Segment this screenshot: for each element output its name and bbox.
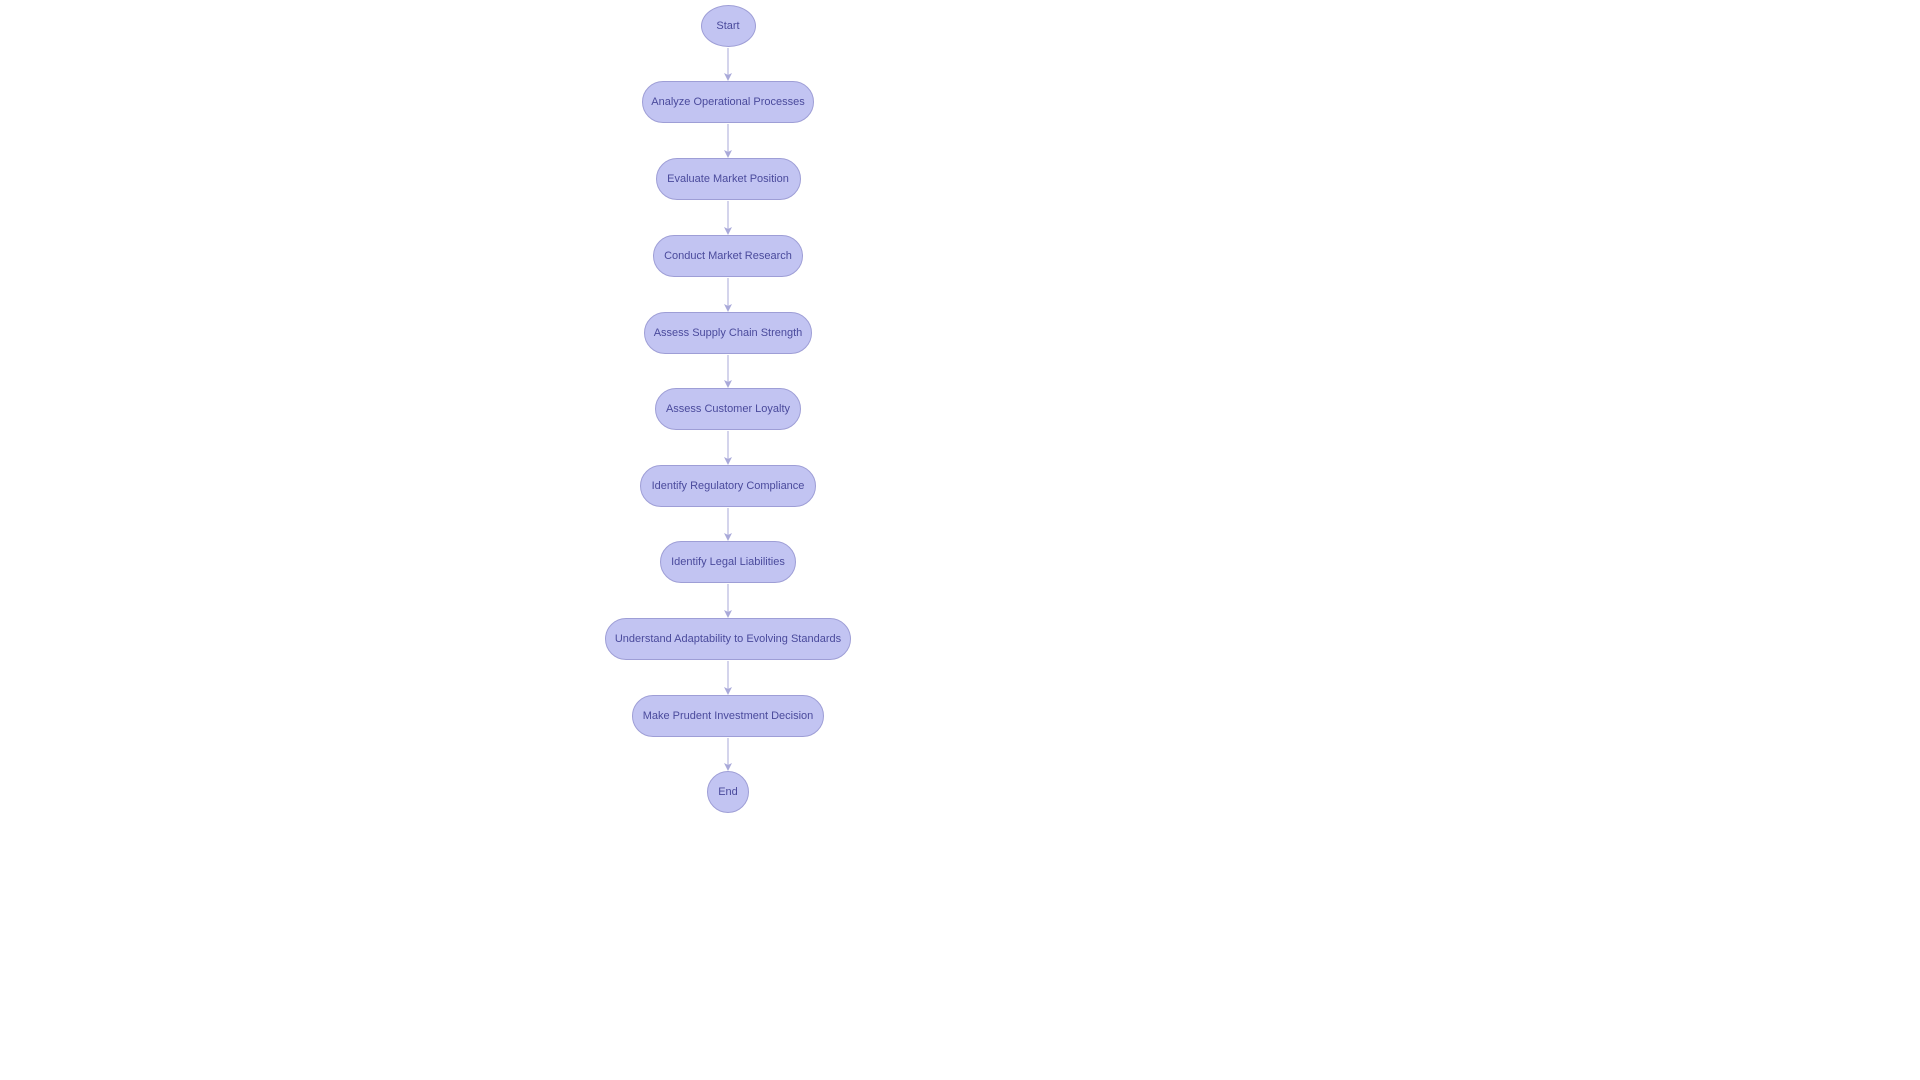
- node-n5: Assess Customer Loyalty: [655, 388, 801, 430]
- node-n4: Assess Supply Chain Strength: [644, 312, 812, 354]
- flowchart-canvas: Start Analyze Operational Processes Evalua…: [0, 0, 1920, 1080]
- node-label: Assess Supply Chain Strength: [654, 327, 803, 339]
- node-label: Identify Legal Liabilities: [671, 556, 785, 568]
- node-label: Understand Adaptability to Evolving Stan…: [615, 633, 841, 645]
- node-n8: Understand Adaptability to Evolving Stan…: [605, 618, 851, 660]
- node-end: End: [707, 771, 749, 813]
- node-n1: Analyze Operational Processes: [642, 81, 814, 123]
- node-label: Identify Regulatory Compliance: [652, 480, 805, 492]
- node-label: Evaluate Market Position: [667, 173, 789, 185]
- node-label: Make Prudent Investment Decision: [643, 710, 814, 722]
- node-n3: Conduct Market Research: [653, 235, 803, 277]
- node-start: Start: [701, 5, 756, 47]
- node-label: Analyze Operational Processes: [651, 96, 804, 108]
- node-n6: Identify Regulatory Compliance: [640, 465, 816, 507]
- edges-layer: [0, 0, 1920, 1080]
- node-label: Assess Customer Loyalty: [666, 403, 790, 415]
- node-n2: Evaluate Market Position: [656, 158, 801, 200]
- node-n7: Identify Legal Liabilities: [660, 541, 796, 583]
- node-n9: Make Prudent Investment Decision: [632, 695, 824, 737]
- node-label: Conduct Market Research: [664, 250, 792, 262]
- node-label: End: [718, 786, 738, 798]
- node-label: Start: [716, 20, 739, 32]
